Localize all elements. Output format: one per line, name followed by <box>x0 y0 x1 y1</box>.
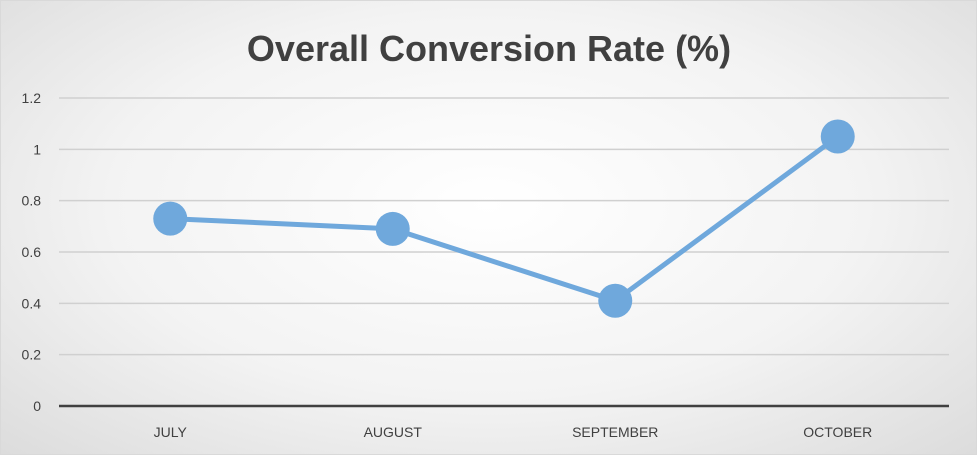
y-tick-label: 0 <box>33 398 41 414</box>
data-point <box>153 201 188 236</box>
x-tick-label: OCTOBER <box>803 424 872 440</box>
x-axis-ticks: JULY AUGUST SEPTEMBER OCTOBER <box>154 424 873 440</box>
y-tick-label: 0.4 <box>22 295 42 311</box>
y-tick-label: 0.2 <box>22 347 42 363</box>
y-axis-ticks: 0 0.2 0.4 0.6 0.8 1 1.2 <box>22 90 42 414</box>
series-layer <box>153 119 855 318</box>
y-tick-label: 0.6 <box>22 244 42 260</box>
data-point <box>598 283 633 318</box>
y-tick-label: 1.2 <box>22 90 42 106</box>
data-point <box>375 211 410 246</box>
x-tick-label: AUGUST <box>364 424 423 440</box>
x-tick-label: SEPTEMBER <box>572 424 658 440</box>
y-tick-label: 0.8 <box>22 193 42 209</box>
y-tick-label: 1 <box>33 141 41 157</box>
gridlines <box>59 97 949 408</box>
x-tick-label: JULY <box>154 424 188 440</box>
data-point <box>820 119 855 154</box>
series-line <box>170 134 840 304</box>
chart-title: Overall Conversion Rate (%) <box>247 28 731 69</box>
